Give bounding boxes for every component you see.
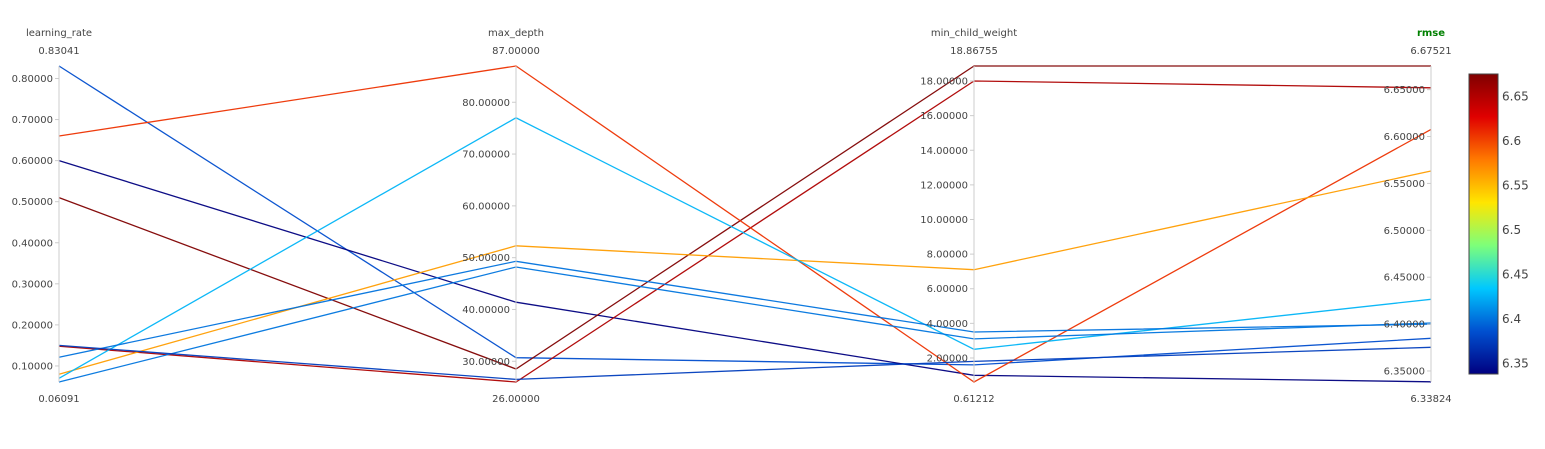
- tick-label: 6.60000: [1384, 132, 1425, 143]
- data-line-6[interactable]: [58, 170, 1432, 375]
- data-line-2[interactable]: [58, 159, 1432, 383]
- axis-title[interactable]: rmse: [1417, 28, 1445, 39]
- axis-min_child_weight: min_child_weight 18.86755 0.61212 2.00000 4.…: [920, 28, 1017, 405]
- data-line-3[interactable]: [58, 65, 1431, 370]
- colorbar-tick-label: 6.65: [1502, 89, 1529, 103]
- tick-label: 14.00000: [920, 146, 968, 157]
- tick-label: 18.00000: [920, 77, 968, 88]
- tick-label: 40.00000: [462, 305, 510, 316]
- tick-label: 0.20000: [12, 320, 53, 331]
- axis-min-label: 0.61212: [953, 394, 994, 405]
- tick-label: 0.80000: [12, 74, 53, 85]
- tick-label: 0.50000: [12, 197, 53, 208]
- tick-label: 12.00000: [920, 180, 968, 191]
- tick-label: 2.00000: [927, 353, 968, 364]
- data-line-5[interactable]: [58, 65, 1432, 383]
- colorbar-tick-label: 6.5: [1502, 223, 1521, 237]
- tick-label: 6.45000: [1384, 273, 1425, 284]
- axis-learning_rate: learning_rate 0.83041 0.06091 0.10000 0.2000…: [12, 28, 92, 405]
- tick-label: 0.40000: [12, 238, 53, 249]
- data-line-7[interactable]: [58, 117, 1432, 379]
- tick-label: 0.70000: [12, 115, 53, 126]
- tick-label: 6.00000: [927, 284, 968, 295]
- axis-max-label: 6.67521: [1410, 46, 1451, 57]
- colorbar: 6.35 6.4 6.45 6.5 6.55 6.6 6.65: [1468, 73, 1529, 375]
- colorbar-gradient: [1468, 73, 1499, 375]
- axis-max_depth: max_depth 87.00000 26.00000 30.00000 40.0000…: [462, 28, 544, 405]
- colorbar-tick-label: 6.4: [1502, 312, 1521, 326]
- tick-label: 0.10000: [12, 361, 53, 372]
- tick-label: 0.30000: [12, 279, 53, 290]
- tick-label: 6.65000: [1384, 85, 1425, 96]
- axis-min-label: 26.00000: [492, 394, 540, 405]
- data-line-8[interactable]: [58, 266, 1432, 383]
- axis-title[interactable]: min_child_weight: [931, 28, 1017, 39]
- tick-label: 6.35000: [1384, 366, 1425, 377]
- axis-max-label: 87.00000: [492, 46, 540, 57]
- data-line-9[interactable]: [58, 260, 1432, 358]
- axis-title[interactable]: max_depth: [488, 28, 544, 39]
- tick-label: 70.00000: [462, 150, 510, 161]
- colorbar-tick-label: 6.35: [1502, 357, 1529, 371]
- axes: learning_rate 0.83041 0.06091 0.10000 0.2000…: [12, 28, 1452, 405]
- tick-label: 0.60000: [12, 156, 53, 167]
- axis-max-label: 0.83041: [38, 46, 79, 57]
- data-line-10[interactable]: [58, 344, 1432, 381]
- tick-label: 30.00000: [462, 357, 510, 368]
- tick-label: 16.00000: [920, 111, 968, 122]
- tick-label: 60.00000: [462, 201, 510, 212]
- tick-label: 8.00000: [927, 250, 968, 261]
- colorbar-tick-label: 6.45: [1502, 268, 1529, 282]
- tick-label: 50.00000: [462, 253, 510, 264]
- axis-rmse: rmse 6.67521 6.33824 6.35000 6.40000 6.45000 6…: [1384, 28, 1452, 405]
- data-line-1[interactable]: [58, 65, 1432, 366]
- axis-title[interactable]: learning_rate: [26, 28, 92, 39]
- axis-max-label: 18.86755: [950, 46, 998, 57]
- tick-label: 4.00000: [927, 319, 968, 330]
- colorbar-tick-label: 6.55: [1502, 178, 1529, 192]
- colorbar-tick-label: 6.6: [1502, 134, 1521, 148]
- data-line-4[interactable]: [58, 80, 1432, 383]
- data-lines: [58, 65, 1432, 383]
- tick-label: 10.00000: [920, 215, 968, 226]
- tick-label: 6.50000: [1384, 226, 1425, 237]
- axis-min-label: 0.06091: [38, 394, 79, 405]
- tick-label: 6.40000: [1384, 320, 1425, 331]
- axis-min-label: 6.33824: [1410, 394, 1451, 405]
- tick-label: 80.00000: [462, 98, 510, 109]
- tick-label: 6.55000: [1384, 179, 1425, 190]
